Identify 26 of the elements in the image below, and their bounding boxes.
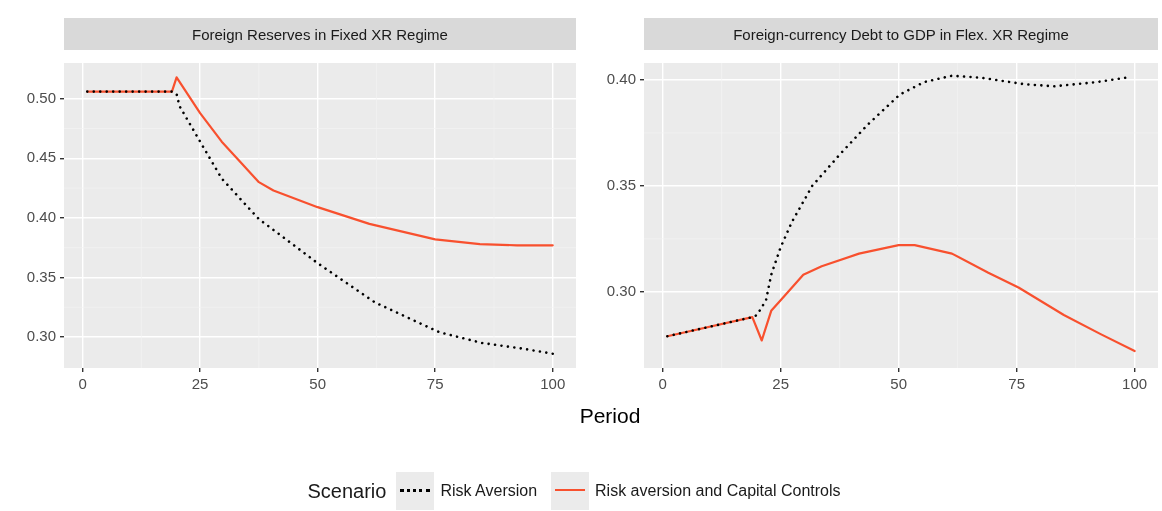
y-tick-label: 0.50 xyxy=(26,88,56,106)
x-tick-label: 25 xyxy=(191,375,209,393)
x-tick-label: 75 xyxy=(426,375,444,393)
x-tick-label: 50 xyxy=(890,375,907,393)
x-tick-label: 75 xyxy=(1008,375,1025,393)
x-axis-title: Period xyxy=(578,404,642,428)
x-tick-label: 0 xyxy=(78,375,87,393)
chart-title: Foreign Reserves in Fixed XR Regime xyxy=(64,18,576,50)
legend-label: Risk Aversion xyxy=(440,482,538,500)
line-series xyxy=(666,74,1127,338)
y-tick-label: 0.45 xyxy=(26,148,56,166)
x-tick-label: 100 xyxy=(540,375,566,393)
legend-label: Risk aversion and Capital Controls xyxy=(595,482,841,500)
x-tick-label: 25 xyxy=(772,375,789,393)
y-tick-label: 0.40 xyxy=(606,70,636,88)
x-tick-label: 50 xyxy=(309,375,326,393)
y-tick-label: 0.30 xyxy=(26,327,56,345)
x-tick-label: 0 xyxy=(658,375,667,393)
y-tick-label: 0.35 xyxy=(26,267,56,285)
y-tick-label: 0.35 xyxy=(606,175,636,193)
x-tick-label: 100 xyxy=(1122,375,1148,393)
y-tick-label: 0.30 xyxy=(606,281,636,299)
y-tick-label: 0.40 xyxy=(26,208,56,226)
line-series xyxy=(85,90,555,355)
legend-title: Scenario xyxy=(307,479,387,503)
chart-title: Foreign-currency Debt to GDP in Flex. XR Regime xyxy=(644,18,1158,50)
